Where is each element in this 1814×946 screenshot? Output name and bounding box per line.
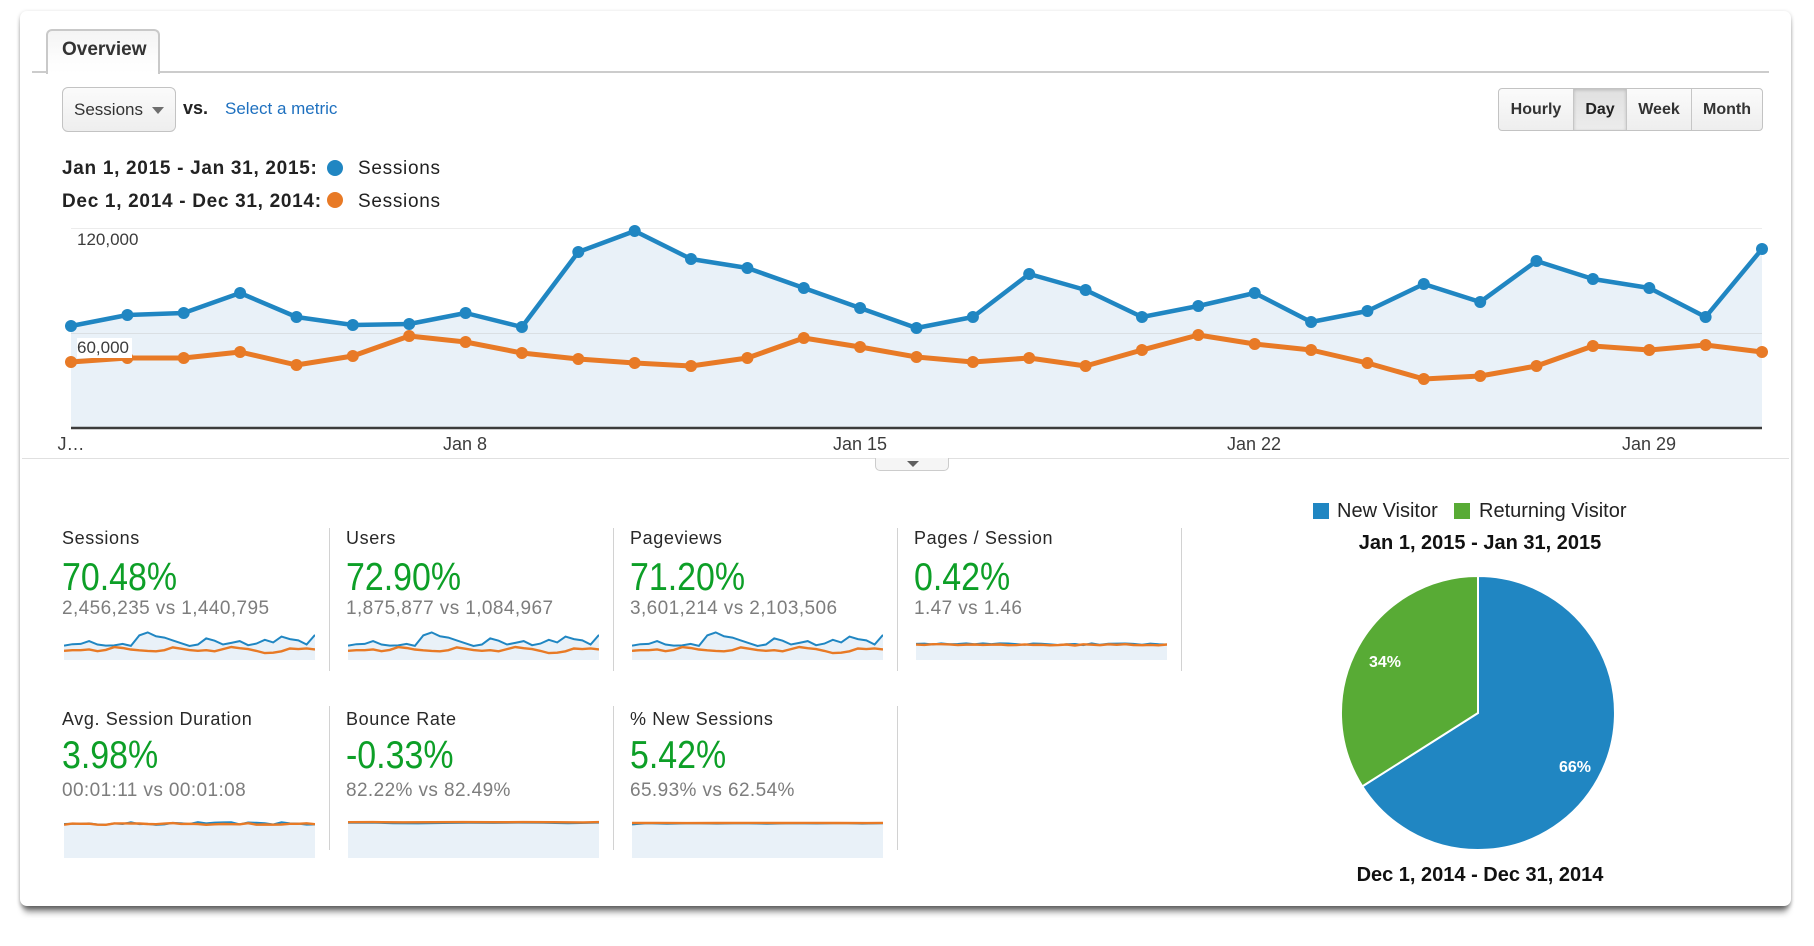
svg-text:34%: 34% bbox=[1369, 654, 1401, 671]
svg-text:66%: 66% bbox=[1559, 759, 1591, 776]
